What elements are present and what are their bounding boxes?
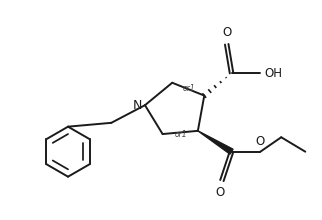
Text: OH: OH [264, 67, 282, 80]
Text: O: O [216, 186, 225, 199]
Text: N: N [133, 99, 143, 112]
Text: O: O [256, 135, 265, 148]
Text: or1: or1 [175, 130, 187, 139]
Text: or1: or1 [183, 84, 195, 93]
Polygon shape [198, 131, 233, 154]
Text: O: O [222, 26, 231, 38]
